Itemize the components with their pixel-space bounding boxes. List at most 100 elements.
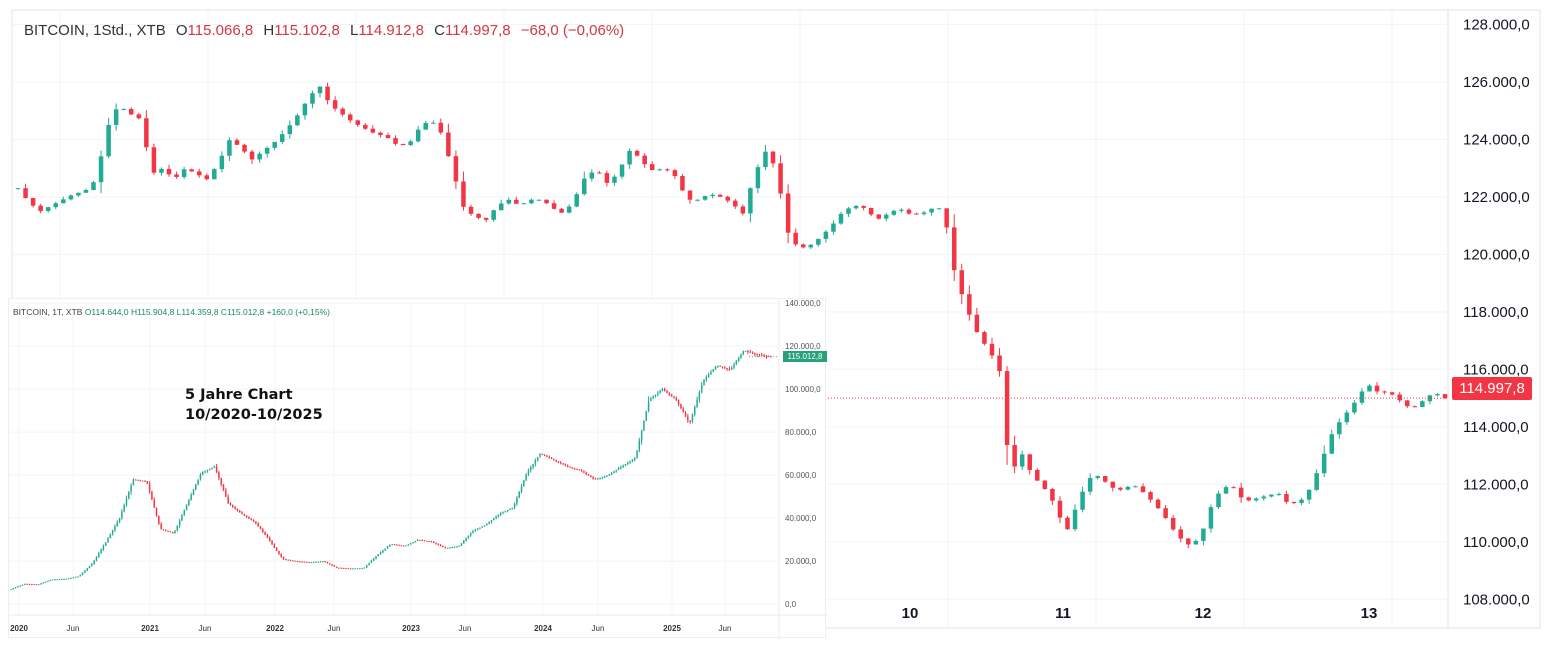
inset-candle [271,540,273,545]
inset-candle [534,460,537,464]
inset-candle [352,568,354,570]
inset-candle [130,485,132,492]
inset-candle [222,484,225,491]
inset-candle [497,514,500,517]
inset-candle [155,507,158,516]
inset-candle [449,547,451,549]
main-candle [514,199,519,204]
inset-candle [763,355,765,357]
main-candle [400,143,406,146]
inset-candle [181,515,183,521]
main-candle [989,343,995,356]
inset-candle [296,561,299,563]
inset-y-tick-label: 20.000,0 [785,557,817,566]
chart-annotation: 5 Jahre Chart 10/2020-10/2025 [185,385,323,425]
inset-candle [10,589,12,591]
inset-candle [541,454,544,456]
inset-candle [698,392,701,400]
inset-candle [365,565,368,568]
main-candle [816,238,821,245]
inset-candle [740,354,742,358]
main-candle [612,176,617,183]
main-candle [589,172,595,179]
inset-candle [414,541,417,543]
last-price-tag: 114.997,8 [1452,377,1532,400]
inset-candle [146,481,149,484]
inset-candle [439,545,442,547]
inset-candle [141,480,144,482]
inset-candle [372,558,375,561]
main-candle [1140,486,1146,493]
main-candle [476,213,481,218]
inset-candle [419,539,421,541]
main-candle [1238,487,1244,498]
main-candle [212,169,217,180]
inset-candle [407,544,410,546]
inset-legend: BITCOIN, 1T, XTB O114.644,0 H115.904,8 L… [13,307,330,317]
inset-candle [728,368,731,370]
main-candle [619,164,625,177]
main-candle [1352,402,1357,413]
inset-candle [735,361,738,365]
inset-candle [236,508,239,511]
main-candle [310,93,315,104]
inset-candle [68,578,70,580]
main-candle [423,122,428,130]
annotation-line-2: 10/2020-10/2025 [185,407,323,423]
main-candle [15,188,21,190]
y-tick-label: 110.000,0 [1463,534,1529,551]
main-candle [1110,481,1116,488]
main-candle [680,176,685,191]
inset-candle [134,479,137,481]
main-candle [1329,434,1334,454]
inset-candle [176,525,179,531]
inset-candle [483,525,486,527]
inset-candle [125,498,128,505]
main-candle [1306,489,1312,500]
inset-candle [21,584,24,586]
inset-candle [305,561,308,563]
inset-candle [423,540,426,542]
inset-candle [171,532,174,534]
inset-candle [643,420,645,431]
inset-candle [116,522,119,527]
inset-candle [599,477,601,479]
inset-candle [308,562,310,564]
inset-candle [84,570,86,573]
inset-candle [379,552,382,555]
inset-candle [571,467,574,469]
inset-candle [428,541,430,543]
inset-candle [590,475,592,478]
inset-candle [578,469,581,471]
inset-candle [430,541,433,543]
inset-candle [121,511,123,519]
main-candle [574,194,579,207]
main-candle [1035,469,1040,481]
main-candle [944,208,949,228]
main-candle [1178,529,1183,539]
main-candle [710,194,715,197]
inset-candle [98,553,100,557]
inset-candle [335,566,338,568]
inset-candle [111,530,114,535]
inset-candle [412,542,414,544]
inset-candle [14,587,17,589]
inset-candle [349,568,352,570]
inset-x-tick-label: 2020 [10,624,28,633]
inset-candle [229,503,232,505]
inset-candle [426,540,428,542]
main-candle [876,214,881,219]
inset-candle [666,390,668,393]
inset-candle [509,508,511,511]
main-candle [967,294,972,315]
x-tick-label: 13 [1361,605,1378,622]
inset-candle [654,394,657,397]
inset-candle [564,464,567,466]
main-candle [121,109,126,111]
inset-candle [527,470,530,475]
inset-candle [201,472,204,475]
y-tick-label: 122.000,0 [1463,189,1530,206]
inset-candle [608,474,611,476]
main-candle [1155,499,1161,509]
main-candle [1012,445,1017,467]
